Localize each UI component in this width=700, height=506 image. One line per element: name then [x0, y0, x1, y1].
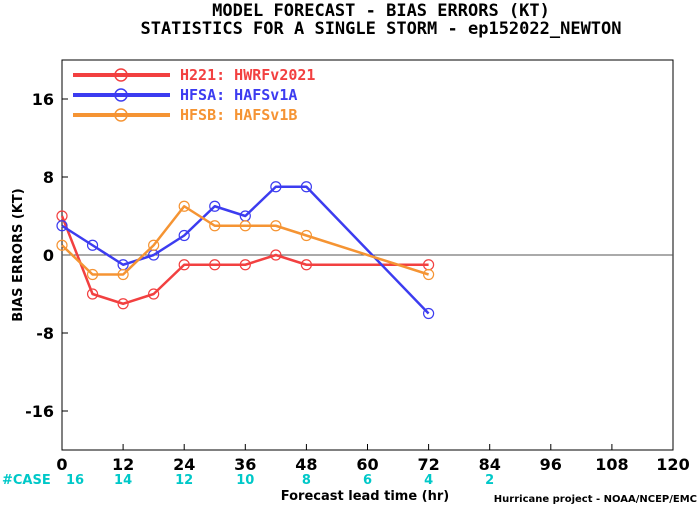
x-tick-label: 0	[56, 455, 67, 474]
legend-label: HFSA: HAFSv1A	[180, 86, 297, 104]
case-count: 12	[175, 473, 193, 488]
case-count: 8	[302, 473, 311, 488]
y-tick-label: -16	[25, 402, 54, 421]
legend-marker	[114, 68, 128, 82]
x-tick-label: 36	[234, 455, 256, 474]
y-axis-label: BIAS ERRORS (KT)	[11, 188, 26, 321]
legend-marker	[114, 108, 128, 122]
data-point	[300, 181, 312, 193]
legend-label: H221: HWRFv2021	[180, 66, 315, 84]
case-count: 10	[236, 473, 254, 488]
data-point	[86, 268, 99, 281]
x-axis: 0 12 24 36 48 60 72 84 96 108 120	[56, 444, 690, 474]
data-point	[178, 200, 190, 212]
x-tick-label: 60	[356, 455, 378, 474]
x-tick-label: 84	[479, 455, 501, 474]
x-tick-label: 24	[173, 455, 195, 474]
data-point	[86, 239, 99, 251]
case-count: 6	[363, 473, 372, 488]
data-point	[178, 229, 190, 242]
data-point	[423, 268, 435, 281]
data-point	[117, 298, 129, 310]
x-tick-label: 12	[112, 455, 134, 474]
x-tick-label: 48	[295, 455, 317, 474]
data-point	[300, 259, 312, 271]
case-count: 4	[424, 473, 433, 488]
case-count: 2	[485, 473, 494, 488]
data-point	[423, 307, 435, 320]
data-point	[270, 181, 282, 193]
case-count-row: #CASE 16 14 12 10 8 6 4 2	[2, 473, 494, 488]
data-point	[209, 259, 221, 271]
x-tick-label: 72	[417, 455, 439, 474]
data-point	[56, 220, 68, 232]
chart-subtitle: STATISTICS FOR A SINGLE STORM - ep152022…	[140, 19, 621, 39]
series-line-0	[60, 215, 429, 305]
legend-label: HFSB: HAFSv1B	[180, 106, 297, 124]
data-point	[270, 220, 282, 232]
data-point	[209, 200, 221, 212]
series-line-2	[61, 205, 429, 276]
credit-text: Hurricane project - NOAA/NCEP/EMC	[494, 494, 697, 505]
x-tick-label: 96	[540, 455, 562, 474]
x-tick-label: 108	[595, 455, 628, 474]
y-axis: -16 -8 0 8 16	[25, 90, 68, 421]
legend-marker	[114, 88, 128, 102]
chart-title: MODEL FORECAST - BIAS ERRORS (KT)	[212, 1, 550, 21]
y-tick-label: 0	[43, 246, 54, 265]
case-count: 16	[66, 473, 84, 488]
data-point	[148, 239, 160, 251]
data-point	[270, 249, 282, 261]
y-tick-label: 8	[43, 168, 54, 187]
series-line-1	[61, 185, 430, 315]
data-point	[148, 288, 160, 300]
y-tick-label: -8	[36, 324, 54, 343]
y-tick-label: 16	[32, 90, 54, 109]
x-axis-label: Forecast lead time (hr)	[281, 489, 449, 504]
legend: H221: HWRFv2021 HFSA: HAFSv1A HFSB: HAFSv1…	[73, 66, 315, 124]
data-point	[239, 220, 251, 232]
case-row-label: #CASE	[2, 473, 51, 488]
data-point	[178, 259, 190, 271]
data-point	[56, 239, 68, 251]
data-point	[117, 268, 129, 281]
x-tick-label: 120	[656, 455, 689, 474]
data-point	[209, 220, 221, 232]
case-count: 14	[114, 473, 132, 488]
data-point	[300, 229, 312, 242]
data-point	[86, 288, 99, 300]
series-group	[56, 181, 435, 320]
data-point	[239, 259, 251, 271]
